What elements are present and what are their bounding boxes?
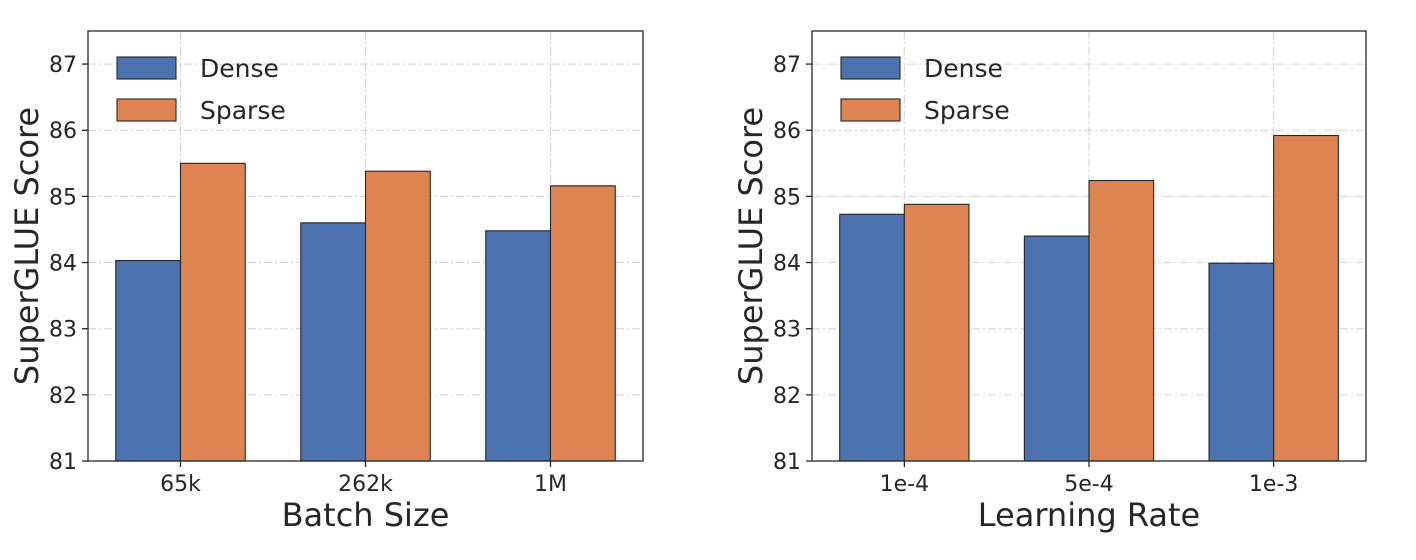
bar-sparse-1e-4 bbox=[903, 203, 970, 462]
x-tick-label: 262k bbox=[338, 472, 393, 497]
bar-dense-65k bbox=[115, 260, 182, 462]
bar-dense-1e-4 bbox=[839, 213, 905, 462]
y-tick-label: 84 bbox=[49, 252, 77, 277]
bar-dense-1e-3 bbox=[1208, 262, 1275, 462]
legend-label-sparse: Sparse bbox=[924, 96, 1010, 125]
bar-sparse-262k bbox=[364, 170, 431, 462]
y-tick-label: 85 bbox=[49, 185, 77, 210]
x-axis-label: Batch Size bbox=[282, 496, 450, 534]
legend-label-dense: Dense bbox=[924, 54, 1003, 83]
y-tick-label: 81 bbox=[773, 450, 801, 475]
bar-sparse-1M bbox=[549, 185, 616, 462]
bar-sparse-1e-3 bbox=[1273, 134, 1339, 462]
bar-sparse-65k bbox=[179, 162, 246, 462]
bar-dense-1M bbox=[485, 230, 552, 462]
x-axis-label: Learning Rate bbox=[978, 496, 1200, 534]
y-tick-label: 82 bbox=[49, 384, 77, 409]
legend-label-dense: Dense bbox=[200, 54, 279, 83]
chart-panel-2: 81 82 83 84 85 86 87 1e-4 5e-4 1e-3 Learning Rate S… bbox=[732, 30, 1367, 534]
bar-sparse-5e-4 bbox=[1088, 179, 1155, 462]
chart-panel-1: 81 82 83 84 85 86 87 65k 262k 1M Batch Size SuperGL… bbox=[8, 30, 644, 534]
legend-label-sparse: Sparse bbox=[200, 96, 286, 125]
y-tick-label: 86 bbox=[49, 119, 77, 144]
bar-dense-262k bbox=[300, 222, 367, 462]
bar-dense-5e-4 bbox=[1023, 235, 1090, 462]
x-tick-label: 5e-4 bbox=[1064, 472, 1113, 497]
y-tick-label: 87 bbox=[49, 53, 77, 78]
y-axis-label: SuperGLUE Score bbox=[732, 107, 770, 385]
x-tick-label: 65k bbox=[160, 472, 201, 497]
x-tick-label: 1e-4 bbox=[880, 472, 929, 497]
legend-swatch-sparse bbox=[840, 98, 901, 122]
y-axis-label: SuperGLUE Score bbox=[8, 107, 46, 385]
y-tick-label: 87 bbox=[773, 53, 801, 78]
x-tick-label: 1M bbox=[534, 472, 567, 497]
x-tick-label: 1e-3 bbox=[1249, 472, 1298, 497]
y-tick-label: 83 bbox=[773, 318, 801, 343]
legend: Dense Sparse bbox=[116, 54, 286, 125]
y-tick-label: 86 bbox=[773, 119, 801, 144]
y-tick-label: 81 bbox=[49, 450, 77, 475]
y-tick-label: 85 bbox=[773, 185, 801, 210]
legend: Dense Sparse bbox=[840, 54, 1010, 125]
legend-swatch-sparse bbox=[116, 98, 177, 122]
legend-swatch-dense bbox=[840, 56, 901, 80]
legend-swatch-dense bbox=[116, 56, 177, 80]
y-tick-label: 83 bbox=[49, 318, 77, 343]
y-tick-label: 82 bbox=[773, 384, 801, 409]
y-tick-label: 84 bbox=[773, 252, 801, 277]
